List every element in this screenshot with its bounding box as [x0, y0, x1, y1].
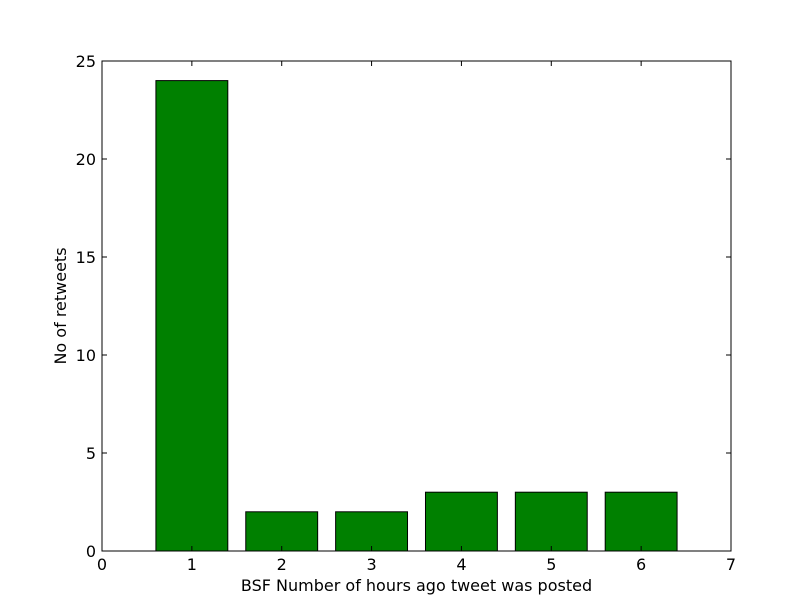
- bar-3: [335, 511, 409, 552]
- bars: [155, 80, 678, 552]
- x-tick-label: 2: [277, 555, 287, 574]
- x-tick-label: 3: [366, 555, 376, 574]
- x-tick-label: 5: [546, 555, 556, 574]
- y-tick-label: 20: [76, 150, 96, 169]
- bar-6: [604, 491, 678, 552]
- bar-2: [245, 511, 319, 552]
- y-tick-labels: 0 5 10 15 20 25: [76, 52, 96, 561]
- y-tick-label: 10: [76, 346, 96, 365]
- bar-4: [424, 491, 498, 552]
- y-axis-label: No of retweets: [51, 247, 70, 364]
- x-tick-label: 4: [456, 555, 466, 574]
- x-tick-label: 7: [726, 555, 736, 574]
- x-tick-label: 0: [97, 555, 107, 574]
- plot-frame: [101, 60, 732, 552]
- y-tick-label: 15: [76, 248, 96, 267]
- x-tick-label: 1: [187, 555, 197, 574]
- y-tick-label: 5: [86, 444, 96, 463]
- y-tick-label: 25: [76, 52, 96, 71]
- x-tick-label: 6: [636, 555, 646, 574]
- bar-5: [514, 491, 588, 552]
- x-axis-label: BSF Number of hours ago tweet was posted: [241, 576, 592, 595]
- bar-1: [155, 80, 229, 552]
- y-tick-label: 0: [86, 542, 96, 561]
- x-tick-labels: 0 1 2 3 4 5 6 7: [97, 555, 736, 574]
